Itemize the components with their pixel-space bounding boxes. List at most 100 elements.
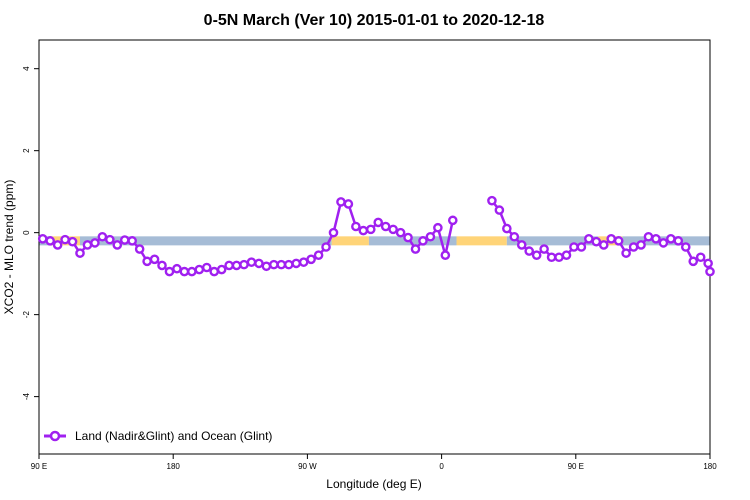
data-point: [418, 236, 428, 246]
x-axis: 90 E 180 90 W 0 90 E 180: [31, 454, 717, 471]
data-point: [269, 259, 279, 270]
data-point: [261, 261, 272, 272]
data-point: [254, 258, 264, 269]
data-point: [246, 257, 257, 267]
x-tick-label: 90 E: [568, 462, 584, 471]
data-point: [351, 221, 361, 232]
data-point: [658, 238, 669, 248]
legend: Land (Nadir&Glint) and Ocean (Glint): [44, 429, 272, 443]
band-segment-ocean: [368, 236, 457, 246]
data-point: [45, 236, 55, 246]
data-point: [179, 266, 190, 277]
data-point: [502, 223, 512, 234]
data-point: [403, 232, 413, 243]
x-tick-label: 90 W: [298, 462, 317, 471]
band-segment-land: [331, 236, 369, 246]
data-point: [531, 250, 542, 260]
data-point: [157, 260, 167, 271]
data-point: [60, 234, 70, 245]
x-tick-label: 180: [703, 462, 717, 471]
data-point: [651, 234, 661, 244]
data-point: [561, 250, 572, 260]
legend-marker: [49, 430, 61, 442]
data-point: [584, 234, 594, 244]
x-tick-label: 0: [439, 462, 444, 471]
data-point: [201, 262, 212, 273]
chart-title: 0-5N March (Ver 10) 2015-01-01 to 2020-1…: [204, 12, 545, 29]
data-point: [516, 240, 527, 250]
data-point: [209, 266, 220, 277]
data-point: [524, 246, 535, 256]
data-point: [112, 240, 123, 250]
band-segment-ocean: [80, 236, 332, 246]
x-tick-label: 180: [167, 462, 181, 471]
legend-label: Land (Nadir&Glint) and Ocean (Glint): [75, 429, 272, 443]
data-point: [440, 250, 451, 260]
data-point: [336, 197, 346, 207]
data-point: [576, 242, 587, 252]
data-point: [105, 234, 115, 245]
data-point: [239, 259, 249, 270]
data-point: [194, 264, 205, 275]
data-point: [554, 252, 564, 263]
data-point: [37, 234, 48, 244]
band-segment-ocean: [506, 236, 599, 246]
data-point: [494, 205, 505, 215]
data-point: [380, 221, 391, 232]
data-point: [598, 240, 609, 250]
data-point: [142, 256, 152, 267]
data-point: [164, 266, 175, 277]
data-point: [276, 259, 287, 270]
series-layer: [37, 195, 715, 277]
data-point: [75, 248, 85, 258]
data-point: [172, 263, 182, 274]
x-axis-label: Longitude (deg E): [326, 477, 421, 491]
data-point: [425, 231, 436, 242]
data-point: [447, 215, 458, 226]
data-point: [97, 231, 108, 242]
data-point: [90, 238, 100, 248]
data-point: [666, 234, 676, 244]
data-point: [328, 227, 339, 238]
data-point: [636, 240, 646, 250]
y-axis: -4 -2 0 2 4: [22, 66, 39, 400]
data-point: [373, 217, 384, 228]
data-point: [410, 244, 421, 254]
y-tick-label: 2: [22, 148, 31, 153]
data-point: [546, 252, 557, 263]
data-point: [231, 260, 242, 271]
data-point: [643, 231, 654, 242]
data-point: [291, 258, 302, 269]
data-point: [680, 242, 691, 252]
series-line: [490, 199, 712, 272]
data-point: [487, 195, 497, 206]
data-point: [433, 222, 443, 233]
y-axis-label: XCO2 - MLO trend (ppm): [2, 180, 16, 315]
data-point: [127, 236, 137, 246]
data-point: [613, 236, 624, 246]
data-point: [539, 244, 549, 254]
x-tick-label: 90 E: [31, 462, 47, 471]
band-segment-land: [456, 236, 507, 246]
data-point: [306, 254, 316, 265]
data-point: [187, 266, 197, 277]
data-point: [621, 248, 631, 258]
data-point: [388, 224, 398, 235]
data-point: [628, 242, 639, 252]
data-point: [569, 242, 579, 252]
y-tick-label: 4: [22, 66, 31, 71]
plot-frame: [38, 39, 711, 455]
data-point: [283, 259, 294, 270]
data-point: [688, 256, 699, 267]
data-point: [703, 258, 713, 269]
data-point: [509, 231, 520, 242]
y-tick-label: -4: [22, 393, 31, 401]
data-point: [591, 236, 602, 247]
data-point: [216, 264, 227, 275]
data-point: [52, 240, 63, 250]
data-point: [365, 224, 376, 235]
data-point: [321, 242, 331, 252]
data-point: [673, 236, 684, 246]
data-point: [343, 199, 354, 209]
